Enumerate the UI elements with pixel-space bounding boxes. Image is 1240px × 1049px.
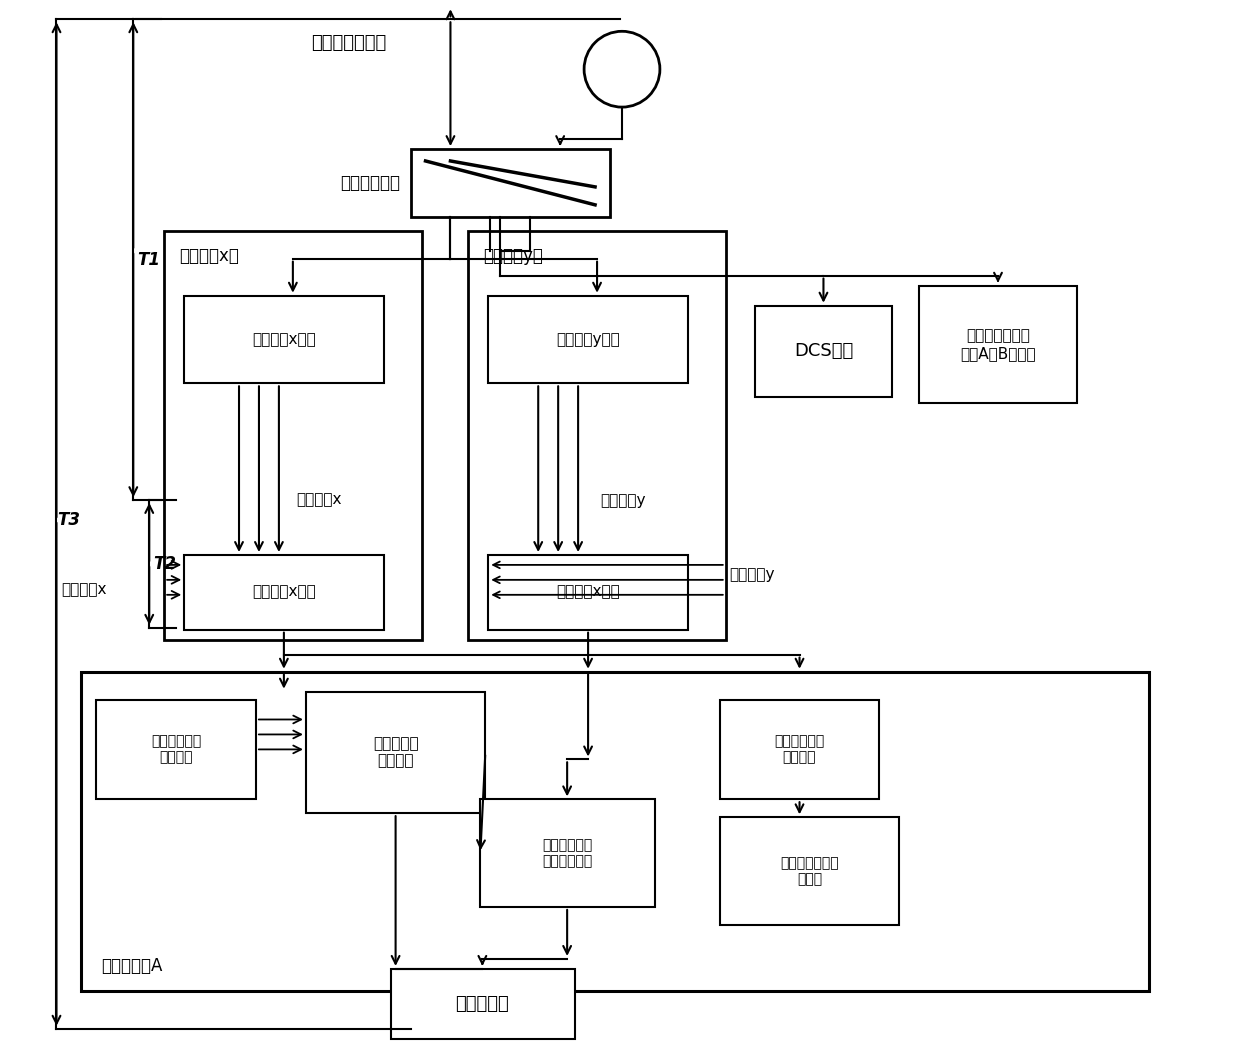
Bar bbox=[185, 296, 383, 383]
Text: 逻辑符合x装置: 逻辑符合x装置 bbox=[252, 584, 316, 599]
Bar bbox=[391, 969, 575, 1039]
Text: 信号分配装置
手动信号: 信号分配装置 手动信号 bbox=[151, 734, 201, 765]
Text: T3: T3 bbox=[57, 511, 79, 529]
Bar bbox=[82, 671, 1148, 990]
Text: 事故后监测装置
（仅A、B通道）: 事故后监测装置 （仅A、B通道） bbox=[960, 328, 1035, 361]
Text: 其他通道x: 其他通道x bbox=[296, 493, 341, 508]
Bar bbox=[480, 799, 655, 907]
Text: 信号处理y装置: 信号处理y装置 bbox=[557, 331, 620, 347]
Text: 其他通道y: 其他通道y bbox=[600, 493, 646, 508]
Text: 停堆断路器
驱动装置: 停堆断路器 驱动装置 bbox=[373, 736, 418, 769]
Bar bbox=[919, 285, 1076, 403]
Bar bbox=[719, 700, 879, 799]
Text: T2: T2 bbox=[153, 555, 176, 573]
Bar bbox=[489, 555, 688, 629]
Bar bbox=[185, 555, 383, 629]
Text: 逻辑符合x装置: 逻辑符合x装置 bbox=[557, 584, 620, 599]
Text: 保护逻辑y柜: 保护逻辑y柜 bbox=[484, 247, 543, 264]
Text: 安全触发柜A: 安全触发柜A bbox=[102, 957, 162, 975]
Bar bbox=[410, 149, 610, 217]
Text: 信号分配装置
手动信号: 信号分配装置 手动信号 bbox=[775, 734, 825, 765]
Text: 停堆断路器: 停堆断路器 bbox=[455, 994, 510, 1012]
Bar bbox=[306, 691, 485, 813]
Text: 信号处理x装置: 信号处理x装置 bbox=[252, 331, 316, 347]
Bar bbox=[164, 231, 422, 640]
Text: 其他通道x: 其他通道x bbox=[62, 582, 107, 597]
Text: T1: T1 bbox=[136, 251, 160, 269]
Text: 其他通道y: 其他通道y bbox=[729, 568, 775, 582]
Text: 信号隔离装置: 信号隔离装置 bbox=[341, 174, 401, 192]
Text: 传感器、变送器: 传感器、变送器 bbox=[311, 35, 386, 52]
Text: 保护逻辑x柜: 保护逻辑x柜 bbox=[179, 247, 239, 264]
Text: 专设安全设施驱
动装置: 专设安全设施驱 动装置 bbox=[780, 856, 838, 886]
Bar bbox=[489, 296, 688, 383]
Bar bbox=[97, 700, 255, 799]
Text: 紧急停堆连锁
信号输出装置: 紧急停堆连锁 信号输出装置 bbox=[542, 838, 593, 869]
Bar bbox=[469, 231, 725, 640]
Bar bbox=[755, 305, 893, 398]
Bar bbox=[719, 817, 899, 925]
Text: DCS系统: DCS系统 bbox=[794, 342, 853, 361]
